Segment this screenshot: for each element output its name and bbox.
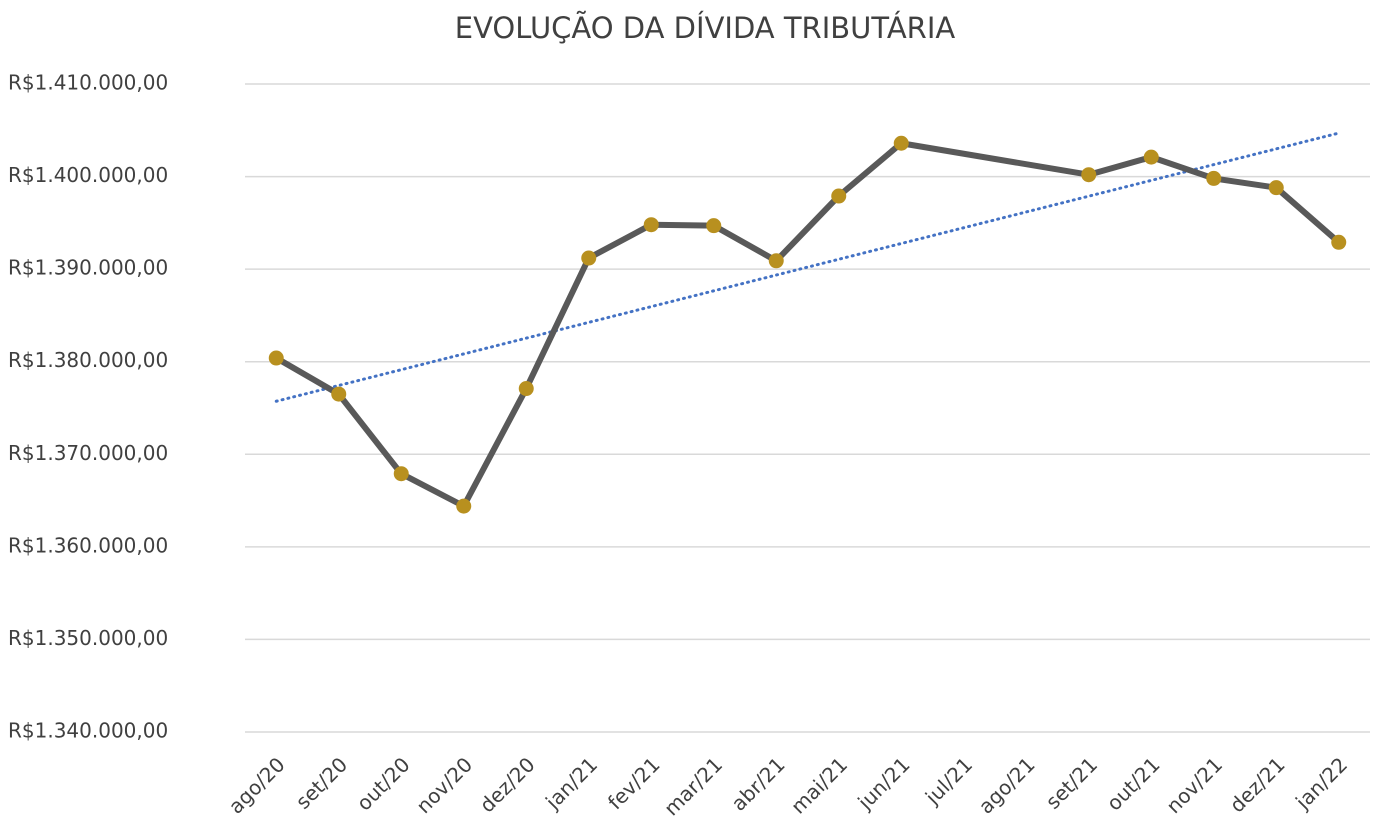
- x-tick-label: dez/20: [475, 752, 540, 817]
- trendline: [274, 131, 1341, 403]
- data-point: [1268, 180, 1284, 196]
- x-tick-label: mai/21: [786, 752, 852, 818]
- y-tick-label: R$1.410.000,00: [8, 71, 168, 95]
- y-tick-label: R$1.340.000,00: [8, 719, 168, 743]
- data-point: [893, 135, 909, 151]
- y-tick-label: R$1.400.000,00: [8, 163, 168, 187]
- data-point: [581, 250, 597, 266]
- chart-title: EVOLUÇÃO DA DÍVIDA TRIBUTÁRIA: [455, 11, 956, 45]
- data-point: [706, 218, 722, 234]
- data-point: [1331, 234, 1347, 250]
- x-tick-label: nov/21: [1161, 752, 1227, 818]
- x-tick-label: dez/21: [1225, 752, 1290, 817]
- x-tick-label: out/21: [1102, 752, 1165, 815]
- data-point: [768, 253, 784, 269]
- x-tick-label: out/20: [352, 752, 415, 815]
- y-tick-label: R$1.360.000,00: [8, 533, 168, 557]
- x-tick-label: jun/21: [852, 752, 914, 814]
- data-point: [1143, 149, 1159, 165]
- data-point: [1206, 170, 1222, 186]
- y-tick-label: R$1.380.000,00: [8, 348, 168, 372]
- data-point: [643, 217, 659, 233]
- x-tick-label: abr/21: [726, 752, 789, 815]
- y-tick-label: R$1.370.000,00: [8, 441, 168, 465]
- x-tick-label: set/20: [291, 752, 352, 813]
- data-point: [518, 381, 534, 397]
- x-tick-label: nov/20: [411, 752, 477, 818]
- y-tick-label: R$1.390.000,00: [8, 256, 168, 280]
- x-tick-label: fev/21: [603, 752, 665, 814]
- x-tick-label: set/21: [1041, 752, 1102, 813]
- data-point: [268, 350, 284, 366]
- x-tick-label: jul/21: [920, 752, 977, 809]
- x-tick-label: ago/20: [224, 752, 290, 818]
- data-point: [1081, 167, 1097, 183]
- x-tick-label: jan/22: [1290, 752, 1352, 814]
- data-point: [831, 188, 847, 204]
- x-tick-label: jan/21: [540, 752, 602, 814]
- x-tick-label: mar/21: [659, 752, 727, 820]
- data-line: [274, 140, 1341, 510]
- data-point: [331, 386, 347, 402]
- x-tick-label: ago/21: [974, 752, 1040, 818]
- data-point: [393, 466, 409, 482]
- data-point: [456, 498, 472, 514]
- y-tick-label: R$1.350.000,00: [8, 626, 168, 650]
